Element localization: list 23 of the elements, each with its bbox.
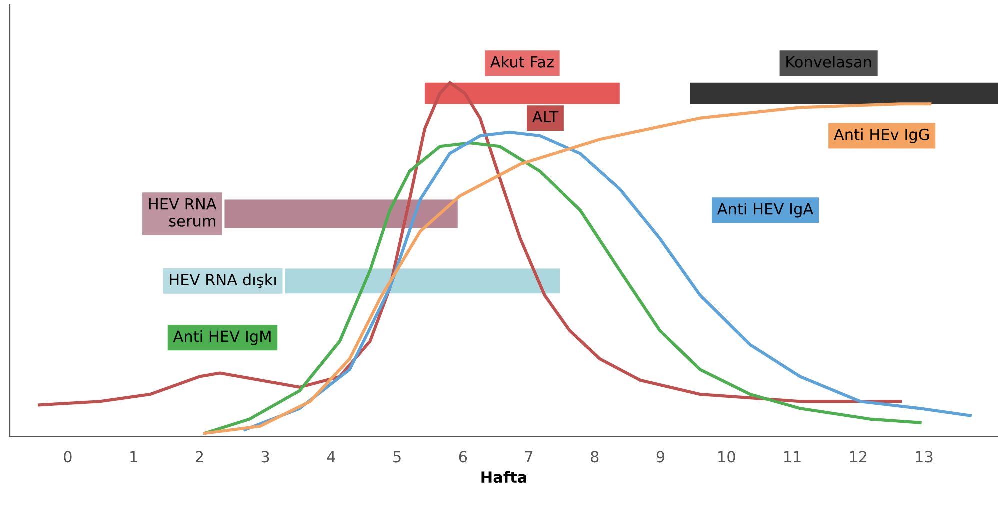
text: Anti HEV IgA <box>717 202 814 218</box>
x-tick-label: 10 <box>718 451 736 463</box>
text: ALT <box>532 111 559 123</box>
x-tick-label: 12 <box>850 451 867 462</box>
x-tick-label: 8 <box>591 451 599 463</box>
x-tick-label: 2 <box>196 451 204 462</box>
x-tick-label: 3 <box>262 451 270 463</box>
x-tick-label: 4 <box>327 451 336 462</box>
text: Anti HEV IgM <box>173 330 271 346</box>
x-tick-label: 11 <box>784 451 801 462</box>
band-label: HEV RNA dışkı <box>170 274 276 288</box>
x-tick-label: 9 <box>656 451 665 463</box>
x-axis-title: Hafta <box>482 471 526 484</box>
x-tick-label: 7 <box>525 451 533 462</box>
band-label: HEV RNA serum <box>149 198 217 227</box>
band-label: Akut Faz <box>490 56 554 68</box>
x-tick-label: 13 <box>916 451 933 463</box>
x-tick-label: 6 <box>459 451 468 463</box>
x-tick-label: 5 <box>394 451 401 463</box>
band-label: Konvelasan <box>786 56 872 68</box>
series-label: Anti HEv IgG <box>834 128 929 144</box>
x-tick-label: 1 <box>130 451 138 462</box>
x-tick-label: 0 <box>64 451 72 463</box>
